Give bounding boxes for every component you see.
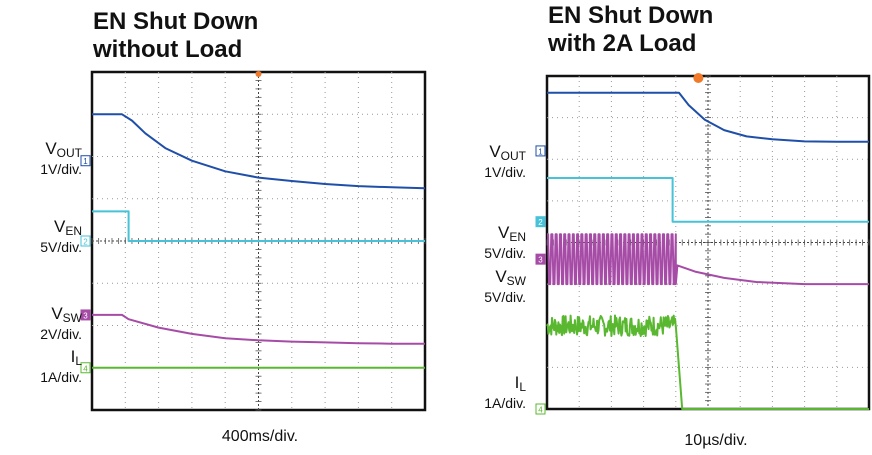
label-vout: VOUT 1V/div. <box>12 140 82 177</box>
label-il: IL 1A/div. <box>12 348 82 385</box>
label-ven: VEN 5V/div. <box>456 224 526 261</box>
channel-marker-number: 1 <box>538 147 543 156</box>
channel-marker-number: 1 <box>83 157 88 166</box>
timebase-label: 10µs/div. <box>656 432 776 450</box>
trigger-marker <box>693 73 703 83</box>
channel-marker-number: 2 <box>538 218 543 227</box>
label-il-scale: 1A/div. <box>12 370 82 385</box>
label-vout-scale: 1V/div. <box>12 162 82 177</box>
channel-marker-number: 3 <box>83 311 88 320</box>
label-ven: VEN 5V/div. <box>12 218 82 255</box>
label-ven-name: VEN <box>456 224 526 246</box>
label-il: IL 1A/div. <box>456 374 526 411</box>
label-vout-scale: 1V/div. <box>456 165 526 180</box>
label-ven-name: VEN <box>12 218 82 240</box>
label-vsw: VSW 5V/div. <box>456 268 526 305</box>
label-il-name: IL <box>12 348 82 370</box>
label-vsw-name: VSW <box>12 305 82 327</box>
label-vsw: VSW 2V/div. <box>12 305 82 342</box>
channel-marker-number: 4 <box>83 364 88 373</box>
label-vout: VOUT 1V/div. <box>456 143 526 180</box>
label-vsw-scale: 5V/div. <box>456 290 526 305</box>
label-vsw-name: VSW <box>456 268 526 290</box>
label-vout-name: VOUT <box>456 143 526 165</box>
channel-marker-number: 3 <box>538 256 543 265</box>
label-il-scale: 1A/div. <box>456 396 526 411</box>
channel-marker-number: 2 <box>83 238 88 247</box>
label-vsw-scale: 2V/div. <box>12 327 82 342</box>
channel-marker-number: 4 <box>538 406 543 415</box>
label-ven-scale: 5V/div. <box>12 240 82 255</box>
label-il-name: IL <box>456 374 526 396</box>
timebase-label: 400ms/div. <box>200 428 320 446</box>
label-ven-scale: 5V/div. <box>456 246 526 261</box>
label-vout-name: VOUT <box>12 140 82 162</box>
trigger-marker <box>256 71 262 77</box>
